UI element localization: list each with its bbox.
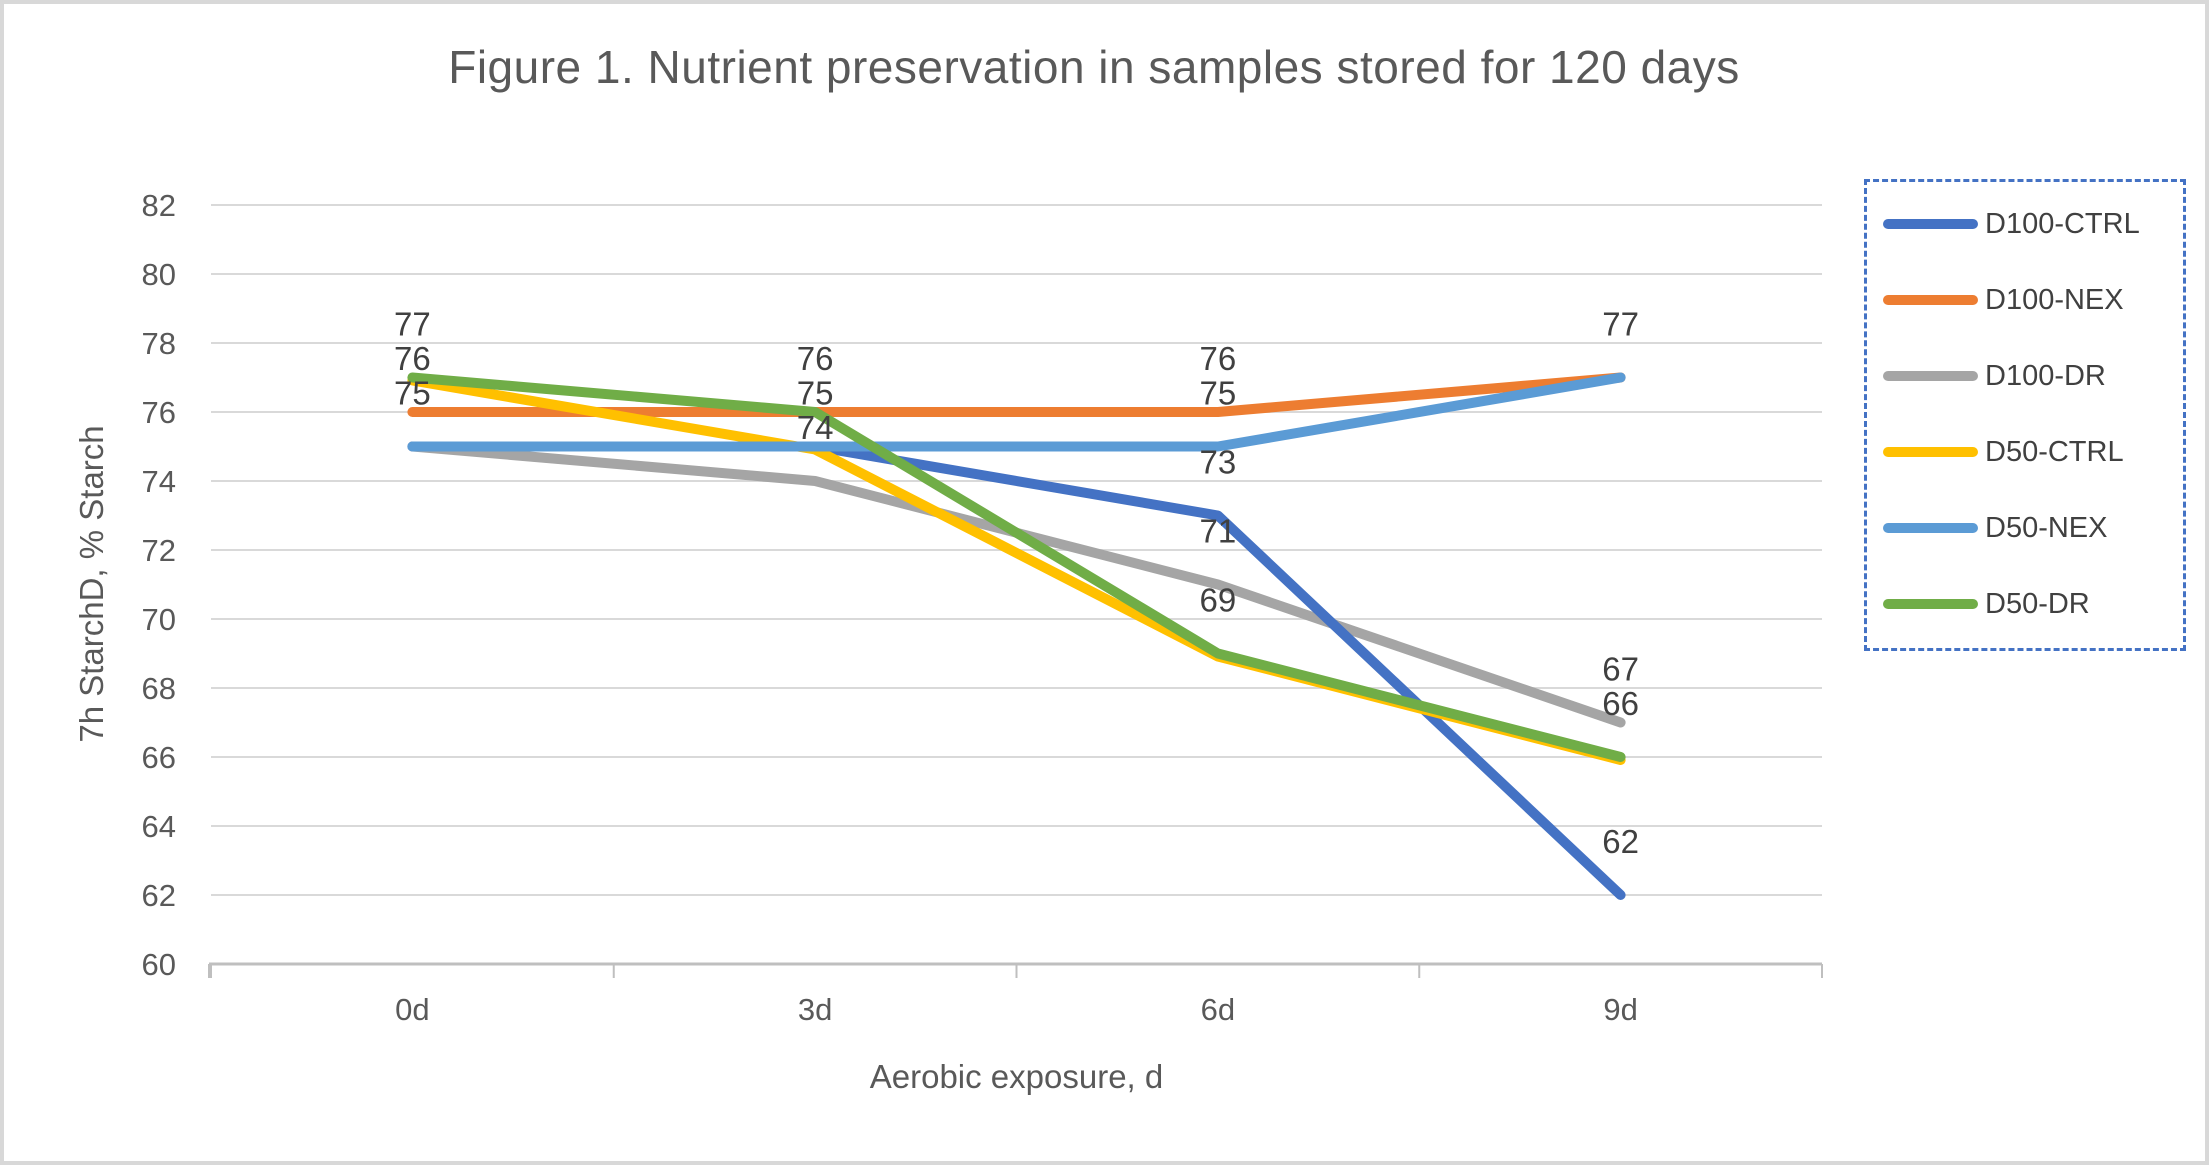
legend-label: D100-CTRL: [1985, 208, 2140, 240]
legend-swatch-d100-ctrl: [1883, 219, 1978, 229]
legend-label: D50-CTRL: [1985, 436, 2124, 468]
y-tick-label: 62: [142, 878, 176, 913]
data-label: 76: [394, 340, 431, 377]
x-tick-label: 6d: [1201, 992, 1235, 1027]
x-tick-label: 3d: [798, 992, 832, 1027]
y-tick-label: 76: [142, 395, 176, 430]
data-label: 74: [797, 409, 834, 446]
legend-entry-d50-ctrl[interactable]: D50-CTRL: [1883, 437, 2124, 467]
legend-swatch-d50-ctrl: [1883, 447, 1978, 457]
legend-label: D100-DR: [1985, 360, 2106, 392]
data-label: 73: [1200, 444, 1237, 481]
series-line-d50-nex[interactable]: [407, 372, 1626, 452]
y-axis-title: 7h StarchD, % Starch: [73, 425, 110, 743]
y-tick-label: 70: [142, 602, 176, 637]
y-tick-label: 80: [142, 257, 176, 292]
legend-swatch-d50-nex: [1883, 523, 1978, 533]
legend-label: D50-DR: [1985, 588, 2090, 620]
data-label: 75: [1200, 375, 1237, 412]
legend-label: D100-NEX: [1985, 284, 2124, 316]
y-tick-label: 68: [142, 671, 176, 706]
y-tick-label: 74: [142, 464, 176, 499]
legend-entry-d100-ctrl[interactable]: D100-CTRL: [1883, 209, 2140, 239]
series-line-d100-dr[interactable]: [407, 441, 1626, 728]
y-tick-label: 78: [142, 326, 176, 361]
y-tick-label: 60: [142, 947, 176, 982]
legend-label: D50-NEX: [1985, 512, 2108, 544]
legend-swatch-d50-dr: [1883, 599, 1978, 609]
x-tick-label: 0d: [395, 992, 429, 1027]
data-label: 77: [394, 306, 431, 343]
x-tick-label: 9d: [1603, 992, 1637, 1027]
chart-title: Figure 1. Nutrient preservation in sampl…: [448, 41, 1740, 93]
data-label: 71: [1200, 513, 1237, 550]
legend-swatch-d100-dr: [1883, 371, 1978, 381]
legend[interactable]: D100-CTRL D100-NEX D100-DR D50-CTRL D50-…: [1864, 179, 2186, 651]
data-label: 69: [1200, 582, 1237, 619]
y-tick-label: 82: [142, 188, 176, 223]
data-label: 66: [1602, 685, 1639, 722]
y-tick-label: 72: [142, 533, 176, 568]
series-line-d100-ctrl[interactable]: [407, 441, 1626, 900]
y-tick-label: 66: [142, 740, 176, 775]
legend-entry-d100-dr[interactable]: D100-DR: [1883, 361, 2106, 391]
data-label: 77: [1602, 306, 1639, 343]
x-axis-title: Aerobic exposure, d: [869, 1058, 1164, 1095]
series-line-d50-dr[interactable]: [407, 372, 1626, 762]
data-label: 62: [1602, 823, 1639, 860]
data-label: 75: [394, 375, 431, 412]
legend-swatch-d100-nex: [1883, 295, 1978, 305]
y-tick-label: 64: [142, 809, 176, 844]
series-line-d50-ctrl[interactable]: [407, 375, 1626, 765]
data-label: 76: [797, 340, 834, 377]
data-label: 76: [1200, 340, 1237, 377]
data-label: 67: [1602, 651, 1639, 688]
legend-entry-d100-nex[interactable]: D100-NEX: [1883, 285, 2124, 315]
legend-entry-d50-dr[interactable]: D50-DR: [1883, 589, 2090, 619]
data-label: 75: [797, 375, 834, 412]
legend-entry-d50-nex[interactable]: D50-NEX: [1883, 513, 2108, 543]
